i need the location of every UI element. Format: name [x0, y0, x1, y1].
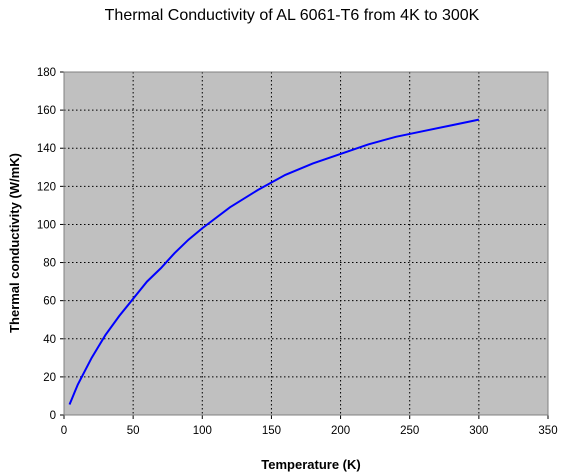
y-tick-label: 180: [37, 67, 56, 79]
y-tick-label: 80: [43, 258, 56, 270]
y-axis-ticks: 0 20 40 60 80 100 120 140 160 180: [37, 67, 64, 422]
y-tick-label: 0: [50, 410, 56, 422]
y-tick-label: 140: [37, 143, 56, 155]
y-tick-label: 20: [43, 372, 56, 384]
y-tick-label: 40: [43, 334, 56, 346]
x-tick-label: 150: [262, 425, 281, 437]
plot-border: [63, 71, 549, 416]
y-tick-label: 100: [37, 219, 56, 231]
y-tick-label: 160: [37, 105, 56, 117]
x-axis-ticks: 0 50 100 150 200 250 300 350: [61, 415, 558, 437]
x-tick-label: 0: [61, 425, 67, 437]
series-line: [68, 118, 480, 405]
y-tick-label: 60: [43, 296, 56, 308]
x-tick-label: 100: [193, 425, 212, 437]
x-tick-label: 200: [331, 425, 350, 437]
plot-area: [64, 72, 548, 415]
x-tick-label: 300: [469, 425, 488, 437]
x-tick-label: 350: [538, 425, 557, 437]
x-axis-title: Temperature (K): [261, 457, 360, 472]
x-tick-label: 50: [127, 425, 140, 437]
y-tick-label: 120: [37, 181, 56, 193]
x-tick-label: 250: [400, 425, 419, 437]
chart-title: Thermal Conductivity of AL 6061-T6 from …: [105, 7, 480, 24]
y-axis-title: Thermal conductivity (W/mK): [7, 153, 22, 333]
